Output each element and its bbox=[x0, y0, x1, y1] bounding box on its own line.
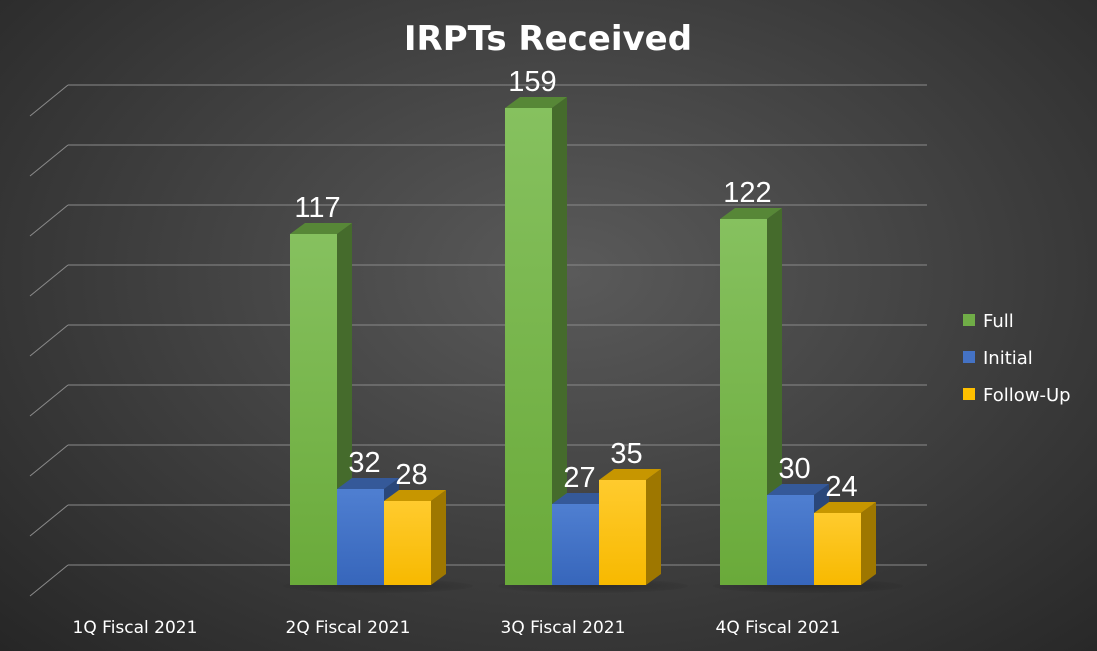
chart-title: IRPTs Received bbox=[404, 19, 692, 59]
data-label-full-2: 117 bbox=[294, 192, 340, 224]
bar-front bbox=[337, 489, 384, 585]
bar-top bbox=[337, 478, 399, 489]
bar-side bbox=[431, 490, 446, 585]
legend-label-follow-up: Follow-Up bbox=[983, 385, 1071, 406]
bar-front bbox=[599, 480, 646, 585]
x-tick-label-4: 4Q Fiscal 2021 bbox=[716, 618, 841, 638]
bar-top bbox=[599, 469, 661, 480]
bar-front bbox=[814, 513, 861, 585]
gridline-side bbox=[29, 204, 69, 237]
gridline-side bbox=[29, 444, 69, 477]
gridline-side bbox=[29, 564, 69, 597]
bar-top bbox=[290, 223, 352, 234]
x-axis-labels: 1Q Fiscal 2021 2Q Fiscal 2021 3Q Fiscal 20… bbox=[73, 618, 841, 638]
gridlines bbox=[29, 84, 927, 597]
bar-full-3 bbox=[505, 97, 567, 585]
bar-full-4 bbox=[720, 208, 782, 585]
data-label-initial-3: 27 bbox=[563, 462, 595, 494]
gridline-side bbox=[29, 324, 69, 357]
bar-top bbox=[767, 484, 829, 495]
legend-label-initial: Initial bbox=[983, 348, 1033, 369]
legend-swatch-initial bbox=[963, 351, 975, 363]
data-label-full-3: 159 bbox=[508, 66, 556, 98]
bar-top bbox=[552, 493, 614, 504]
x-tick-label-1: 1Q Fiscal 2021 bbox=[73, 618, 198, 638]
data-label-follow-up-2: 28 bbox=[395, 459, 427, 491]
gridline-side bbox=[29, 504, 69, 537]
gridline-side bbox=[29, 84, 69, 117]
data-label-full-4: 122 bbox=[723, 177, 771, 209]
x-tick-label-2: 2Q Fiscal 2021 bbox=[286, 618, 411, 638]
bar-front bbox=[290, 234, 337, 585]
data-label-follow-up-3: 35 bbox=[610, 438, 642, 470]
data-label-initial-4: 30 bbox=[778, 453, 810, 485]
bars bbox=[290, 97, 876, 585]
legend-swatch-full bbox=[963, 314, 975, 326]
gridline-side bbox=[29, 264, 69, 297]
bar-top bbox=[814, 502, 876, 513]
legend-item-follow-up: Follow-Up bbox=[963, 385, 1071, 406]
bar-top bbox=[720, 208, 782, 219]
legend-swatch-follow-up bbox=[963, 388, 975, 400]
data-labels: 117 32 28 159 27 35 122 30 24 bbox=[294, 66, 857, 503]
bar-front bbox=[720, 219, 767, 585]
bar-front bbox=[384, 501, 431, 585]
bar-follow-up-4 bbox=[814, 502, 876, 585]
x-tick-label-3: 3Q Fiscal 2021 bbox=[501, 618, 626, 638]
bar-front bbox=[505, 108, 552, 585]
bar-front bbox=[552, 504, 599, 585]
bar-top bbox=[384, 490, 446, 501]
bar-side bbox=[861, 502, 876, 585]
gridline-side bbox=[29, 144, 69, 177]
legend-label-full: Full bbox=[983, 311, 1014, 332]
bar-top bbox=[505, 97, 567, 108]
bar-follow-up-3 bbox=[599, 469, 661, 585]
legend: Full Initial Follow-Up bbox=[963, 311, 1071, 406]
bar-follow-up-2 bbox=[384, 490, 446, 585]
legend-item-full: Full bbox=[963, 311, 1014, 332]
gridline-side bbox=[29, 384, 69, 417]
bar-side bbox=[552, 97, 567, 585]
legend-item-initial: Initial bbox=[963, 348, 1033, 369]
bar-front bbox=[767, 495, 814, 585]
data-label-follow-up-4: 24 bbox=[825, 471, 857, 503]
data-label-initial-2: 32 bbox=[348, 447, 380, 479]
bar-side bbox=[646, 469, 661, 585]
